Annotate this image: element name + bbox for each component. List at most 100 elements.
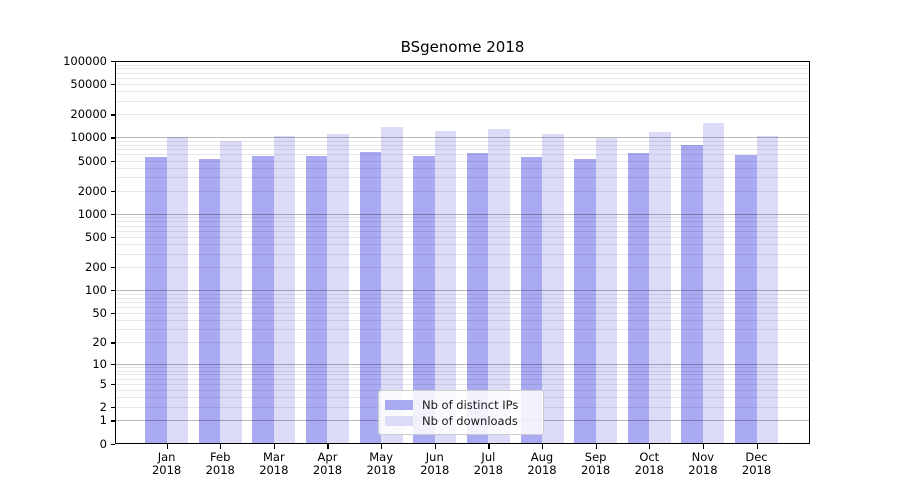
y-axis-tick <box>110 443 115 445</box>
x-axis-tick <box>434 444 436 449</box>
gridline-minor <box>116 100 809 102</box>
gridline-minor <box>116 77 809 79</box>
x-axis-tick <box>756 444 758 449</box>
bar-distinct-ips-jun-2018 <box>413 156 435 443</box>
gridline-minor <box>116 253 809 255</box>
chart-legend: Nb of distinct IPs Nb of downloads <box>378 390 544 435</box>
y-axis-tick <box>110 190 115 193</box>
x-axis-tick <box>542 444 544 449</box>
bar-distinct-ips-oct-2018 <box>627 153 650 443</box>
y-axis-tick-label: 0 <box>99 436 107 451</box>
y-axis-tick-label: 20000 <box>70 107 107 122</box>
bar-distinct-ips-mar-2018 <box>252 156 274 443</box>
gridline-minor <box>116 167 809 169</box>
gridline-minor <box>116 244 809 246</box>
y-axis-tick-label: 50000 <box>70 77 107 92</box>
gridline-minor <box>116 114 809 116</box>
legend-label-distinct-ips: Nb of distinct IPs <box>422 397 519 412</box>
x-axis-tick-label: Aug 2018 <box>527 449 557 477</box>
y-axis-tick-label: 100000 <box>63 53 107 68</box>
chart-title: BSgenome 2018 <box>400 38 525 56</box>
gridline-major <box>116 290 809 292</box>
gridline-minor <box>116 64 809 66</box>
y-axis-tick <box>110 60 115 63</box>
gridline-minor <box>116 177 809 179</box>
y-axis-tick-label: 5000 <box>77 153 107 168</box>
gridline-minor <box>116 154 809 156</box>
y-axis-tick <box>110 312 115 315</box>
gridline-minor <box>116 378 809 380</box>
y-axis-tick-label: 2 <box>99 400 107 414</box>
y-axis-tick-label: 1000 <box>77 206 107 221</box>
gridline-minor <box>116 217 809 219</box>
gridline-major <box>116 213 809 215</box>
gridline-minor <box>116 367 809 368</box>
x-axis-tick-label: Jul 2018 <box>473 449 504 477</box>
gridline-minor <box>116 374 809 376</box>
y-axis-tick <box>110 137 115 139</box>
gridline-minor <box>116 312 809 314</box>
y-axis-tick <box>110 236 115 239</box>
gridline-minor <box>116 329 809 331</box>
bar-downloads-apr-2018 <box>327 134 349 443</box>
x-axis-tick <box>273 444 276 449</box>
bar-distinct-ips-jan-2018 <box>145 157 167 443</box>
x-axis-tick-label: Jun 2018 <box>420 449 450 477</box>
y-axis-tick <box>110 213 115 216</box>
gridline-minor <box>116 91 809 93</box>
gridline-minor <box>116 140 809 142</box>
bar-downloads-nov-2018 <box>702 123 725 443</box>
legend-item-distinct-ips: Nb of distinct IPs <box>385 399 537 411</box>
bar-downloads-jan-2018 <box>166 137 189 443</box>
y-axis-tick <box>110 383 115 386</box>
y-axis-tick <box>110 407 115 409</box>
gridline-minor <box>116 342 809 344</box>
bar-downloads-jul-2018 <box>488 129 510 443</box>
gridline-minor <box>116 84 809 86</box>
y-axis-tick <box>110 342 115 344</box>
bar-distinct-ips-aug-2018 <box>520 156 542 443</box>
x-axis-tick <box>327 444 329 449</box>
bar-downloads-oct-2018 <box>649 131 671 443</box>
gridline-minor <box>116 230 809 232</box>
bar-distinct-ips-may-2018 <box>359 152 382 443</box>
bar-downloads-feb-2018 <box>220 140 242 443</box>
y-axis-tick <box>110 290 115 292</box>
y-axis-tick <box>110 267 115 269</box>
bar-downloads-dec-2018 <box>756 135 779 443</box>
y-axis-tick-label: 100 <box>85 283 107 298</box>
bar-downloads-mar-2018 <box>273 135 296 443</box>
y-axis-tick <box>110 114 115 116</box>
x-axis-tick <box>381 444 383 449</box>
x-axis-tick <box>220 444 222 449</box>
y-axis-tick-label: 20 <box>92 335 107 350</box>
gridline-minor <box>116 383 809 385</box>
legend-item-downloads: Nb of downloads <box>385 415 537 427</box>
x-axis-tick <box>166 444 168 449</box>
y-axis-tick-label: 2000 <box>77 183 107 198</box>
gridline-minor <box>116 72 809 74</box>
gridline-minor <box>116 236 809 238</box>
bar-distinct-ips-apr-2018 <box>305 156 328 443</box>
y-axis-tick <box>110 420 115 422</box>
bar-distinct-ips-dec-2018 <box>735 155 757 443</box>
y-axis-tick-label: 10000 <box>70 130 107 145</box>
y-axis-tick-label: 200 <box>85 260 107 275</box>
x-axis-tick <box>649 444 651 449</box>
bar-distinct-ips-nov-2018 <box>681 144 703 443</box>
gridline-minor <box>116 297 809 299</box>
legend-swatch-distinct-ips <box>385 399 413 410</box>
bar-distinct-ips-sep-2018 <box>574 159 596 443</box>
bar-distinct-ips-jul-2018 <box>466 153 489 443</box>
y-axis-tick-label: 1 <box>99 413 107 428</box>
bar-distinct-ips-feb-2018 <box>198 159 221 443</box>
y-axis-tick <box>110 160 115 162</box>
gridline-minor <box>116 306 809 308</box>
x-axis-tick <box>595 444 597 449</box>
gridline-minor <box>116 221 809 223</box>
x-axis-tick-label: Nov 2018 <box>688 449 718 477</box>
bar-downloads-sep-2018 <box>595 137 618 443</box>
x-axis-tick-label: May 2018 <box>366 449 396 477</box>
gridline-minor <box>116 190 809 192</box>
